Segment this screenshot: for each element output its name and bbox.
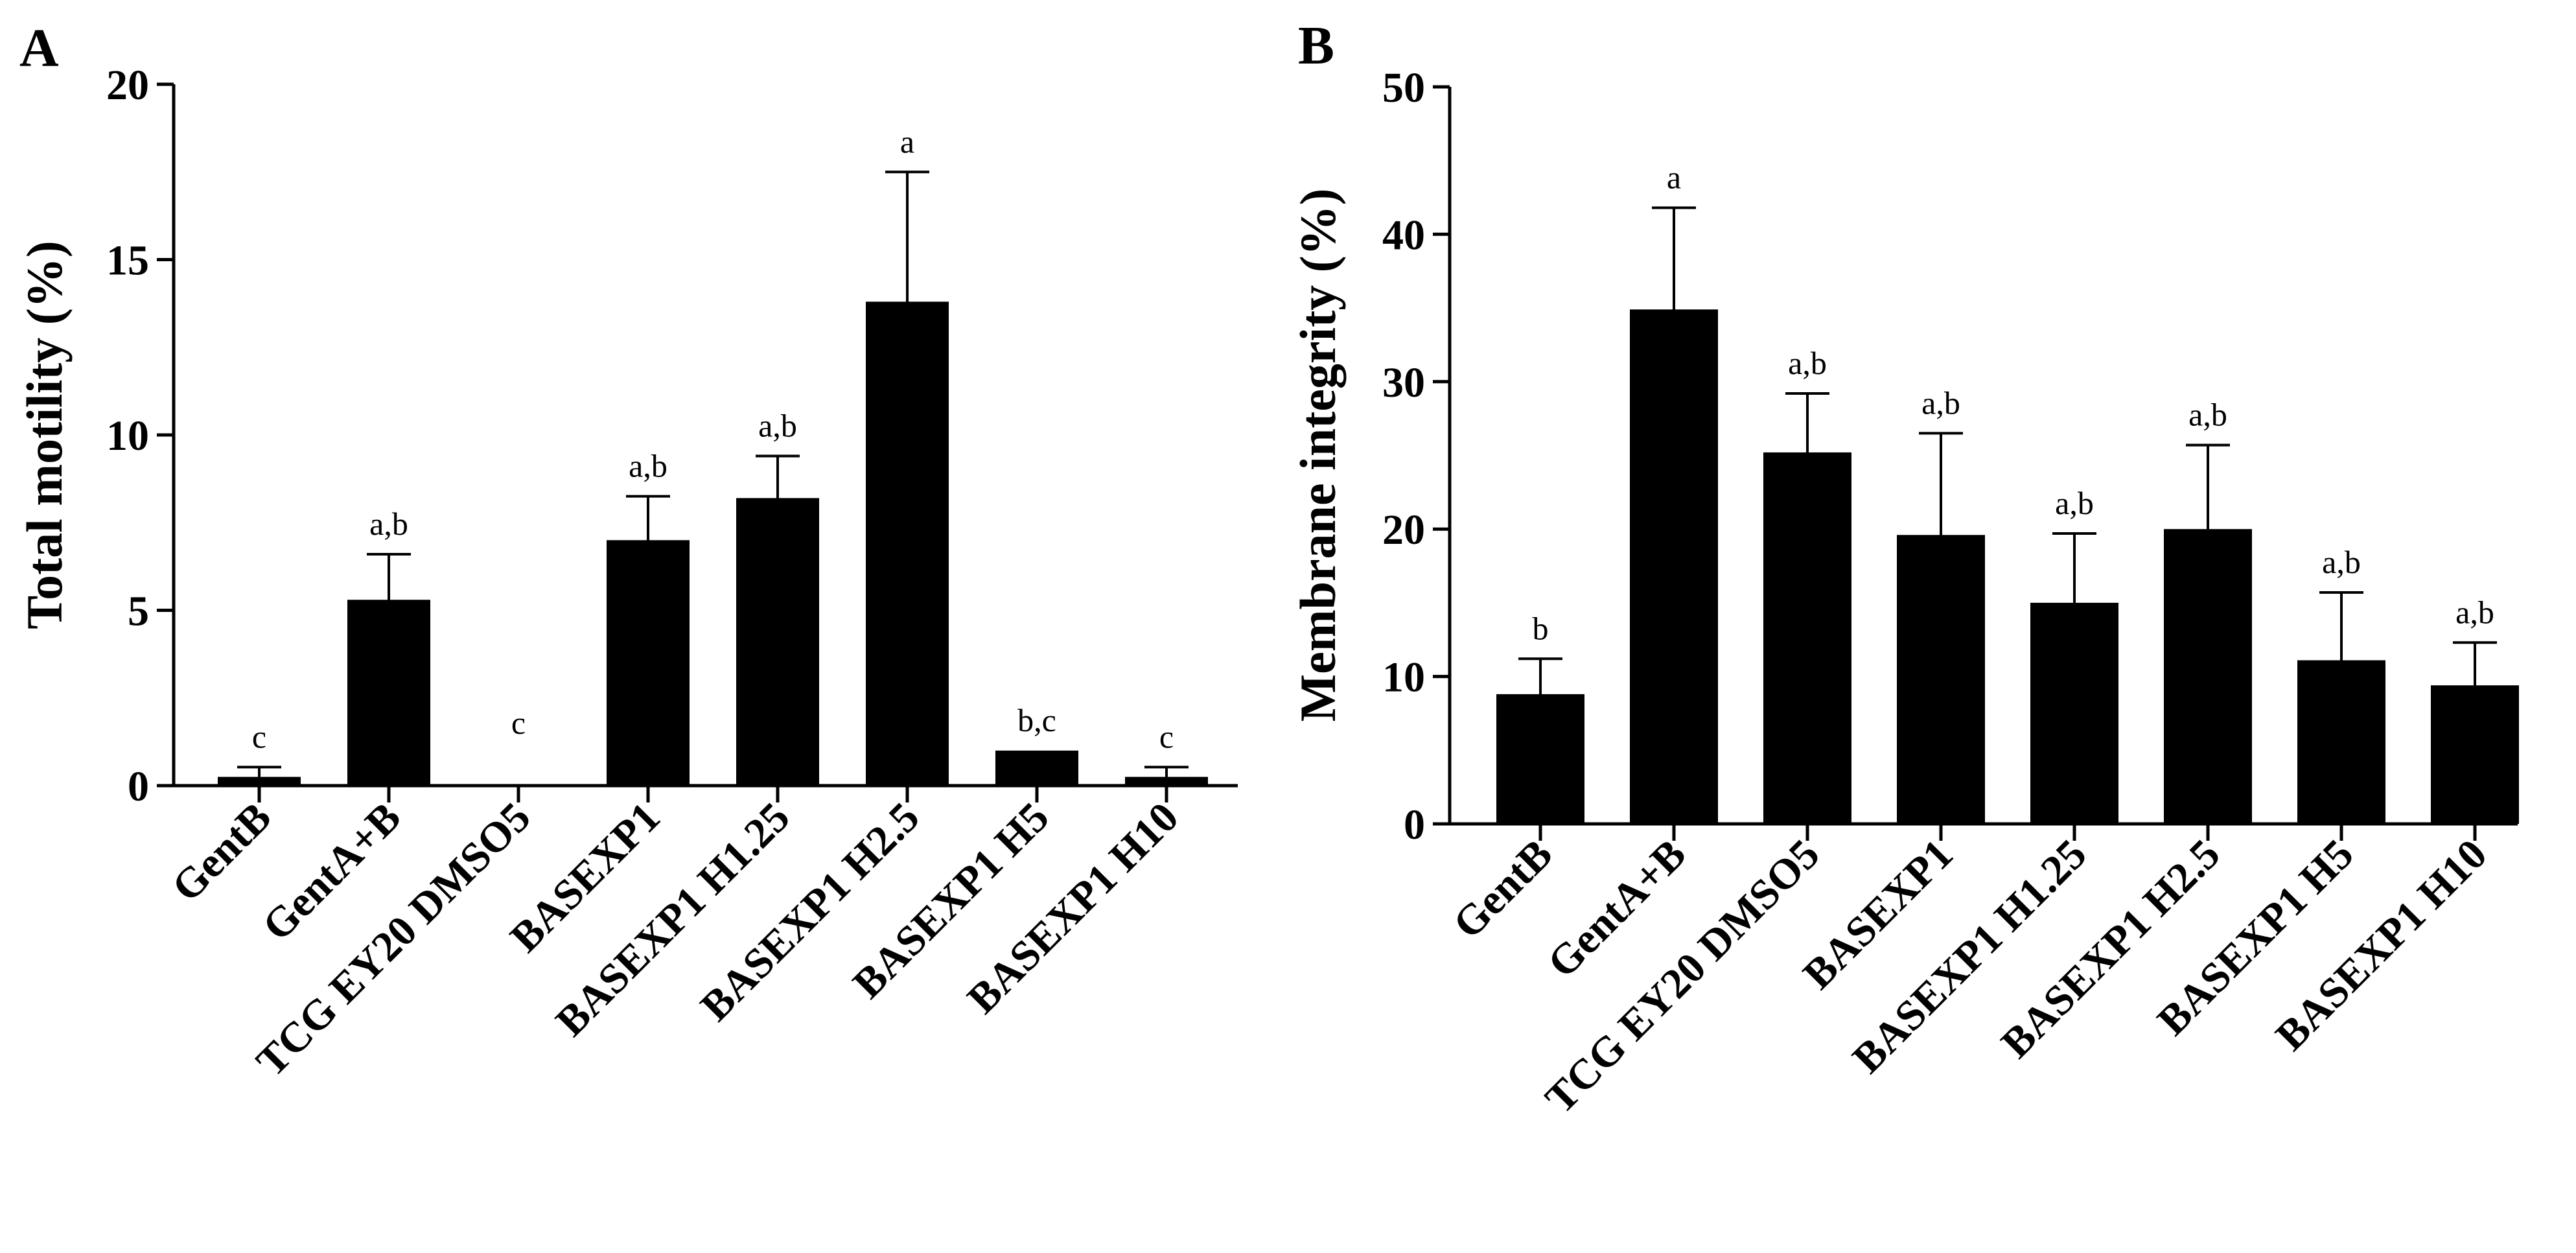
y-axis-label: Total motility (%)	[16, 240, 73, 629]
significance-label: a,b	[2455, 594, 2494, 630]
panel-letter: A	[19, 18, 59, 78]
y-tick-label: 10	[106, 412, 149, 460]
significance-label: b	[1533, 610, 1549, 646]
significance-label: a,b	[2188, 397, 2227, 433]
y-tick-label: 5	[128, 588, 149, 635]
y-tick-label: 0	[1404, 801, 1425, 849]
y-tick-label: 30	[1382, 359, 1425, 406]
significance-label: a	[1667, 159, 1681, 195]
bar	[2030, 602, 2118, 824]
panel-letter: B	[1298, 16, 1334, 76]
x-tick-label: BASEXP1 H2.5	[691, 793, 928, 1030]
bar	[2431, 685, 2519, 824]
significance-label: a,b	[758, 407, 797, 443]
bar	[995, 750, 1078, 786]
significance-label: a	[900, 123, 914, 159]
significance-label: c	[1159, 718, 1174, 755]
bar	[347, 600, 430, 786]
significance-label: a,b	[2322, 544, 2361, 580]
significance-label: a,b	[369, 506, 408, 542]
bar	[2164, 529, 2252, 824]
bar	[866, 301, 949, 786]
x-tick-label: GentB	[1444, 830, 1561, 948]
significance-label: a,b	[1788, 345, 1827, 381]
bar	[1630, 309, 1718, 824]
y-tick-label: 15	[106, 237, 149, 285]
significance-label: b,c	[1017, 702, 1056, 738]
y-tick-label: 20	[106, 62, 149, 109]
y-tick-label: 40	[1382, 211, 1425, 259]
bar	[607, 540, 690, 786]
x-tick-label: GentB	[163, 793, 280, 911]
y-tick-label: 0	[128, 763, 149, 810]
x-tick-label: BASEXP1 H1.25	[547, 793, 799, 1046]
bar	[218, 777, 301, 786]
significance-label: c	[252, 718, 266, 755]
bar	[1496, 694, 1584, 824]
x-tick-label: BASEXP1 H1.25	[1844, 830, 2096, 1083]
significance-label: a,b	[629, 448, 667, 484]
bar	[736, 498, 819, 786]
y-tick-label: 20	[1382, 506, 1425, 554]
y-tick-label: 50	[1382, 64, 1425, 111]
significance-label: c	[511, 705, 526, 741]
panel-b: B Membrane integrity (%) 0 10 20 30 40 50 b GentB…	[1290, 16, 2519, 1123]
bar	[1125, 777, 1208, 786]
y-tick-label: 10	[1382, 654, 1425, 701]
y-axis-label: Membrane integrity (%)	[1290, 188, 1346, 721]
significance-label: a,b	[2055, 485, 2094, 521]
bar	[2297, 660, 2385, 824]
significance-label: a,b	[1921, 384, 1960, 421]
bar	[1763, 452, 1851, 824]
bar	[1897, 535, 1985, 824]
